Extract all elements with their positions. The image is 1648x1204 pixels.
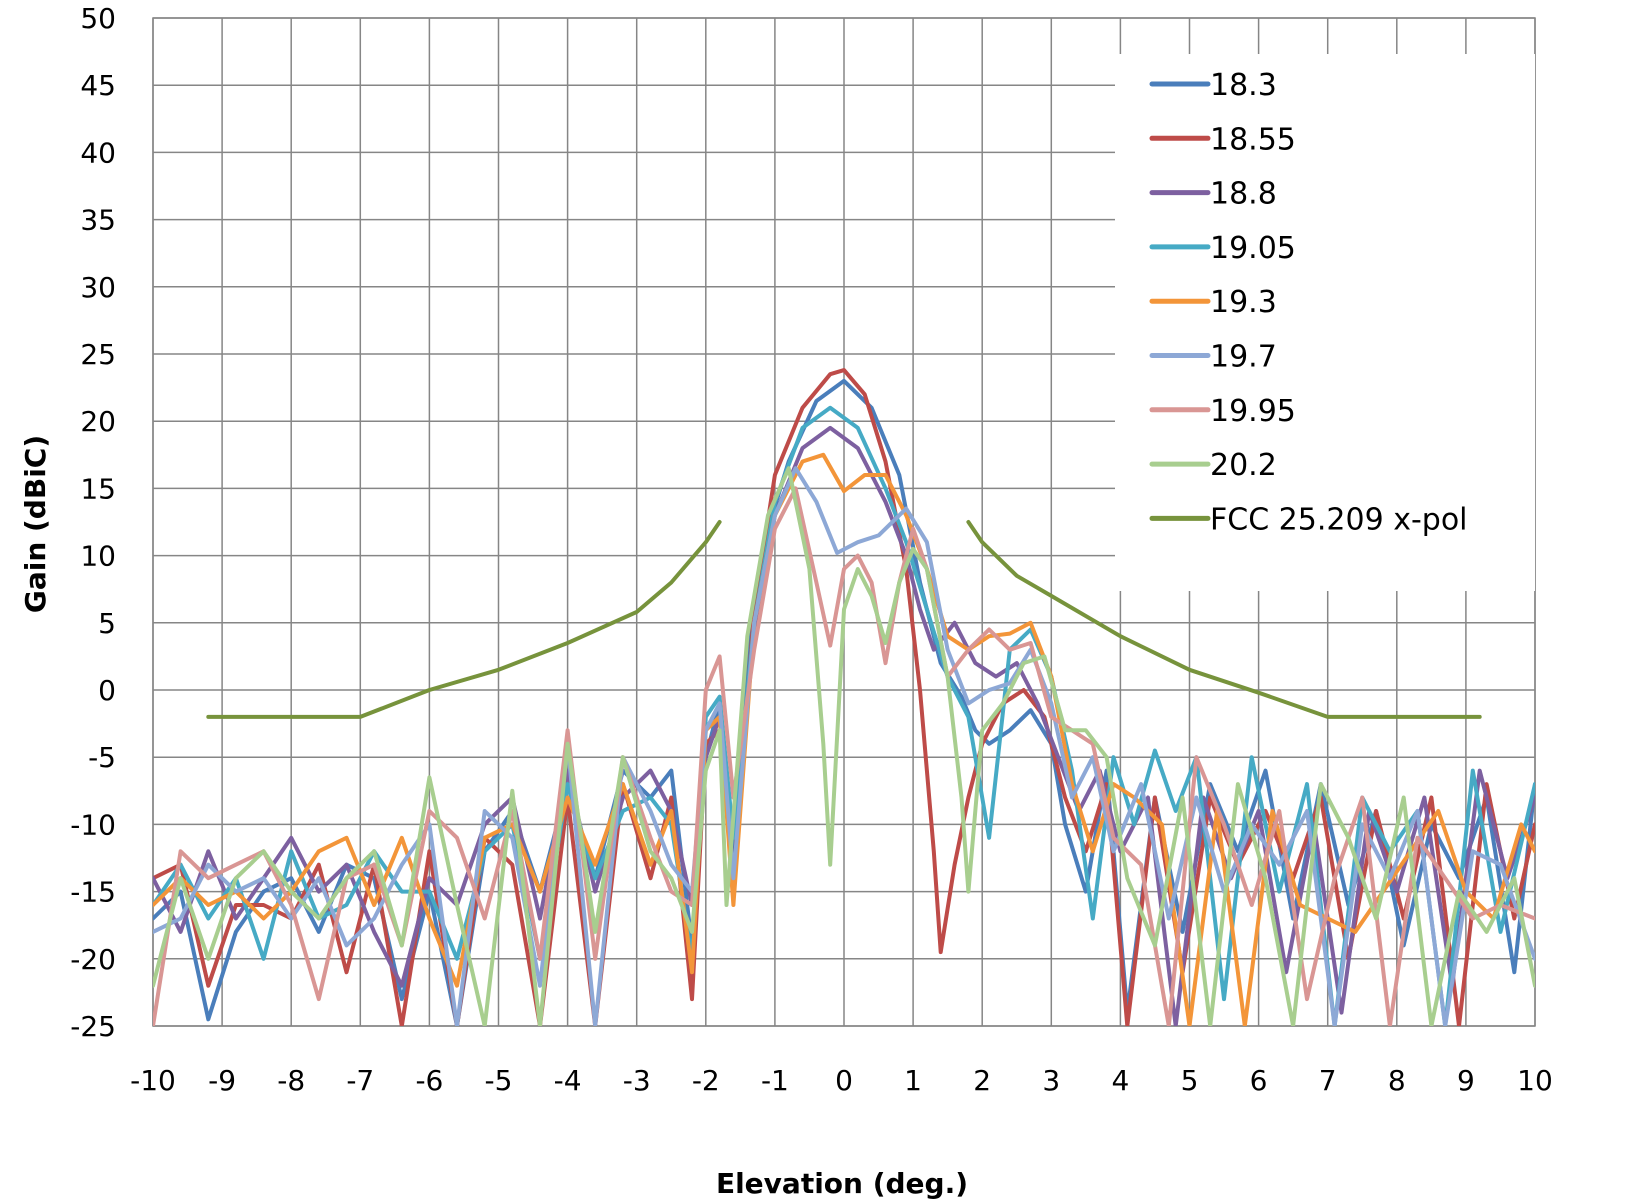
x-tick-label: 9	[1457, 1064, 1475, 1097]
x-tick-label: 0	[835, 1064, 853, 1097]
y-tick-label: 45	[80, 69, 116, 102]
x-tick-label: -6	[415, 1064, 443, 1097]
x-tick-label: 10	[1517, 1064, 1553, 1097]
tick-labels: -10 -9 -8 -7 -6 -5 -4 -3 -2 -1 0 1 2 3 4 5 6 7 8 9 10-25-20-…	[70, 2, 1553, 1097]
legend-label: 18.8	[1210, 177, 1277, 212]
plot-area	[153, 368, 1535, 1026]
y-tick-label: 25	[80, 338, 116, 371]
y-tick-label: -25	[70, 1010, 116, 1043]
x-axis-title: Elevation (deg.)	[716, 1167, 968, 1200]
y-tick-label: -10	[70, 808, 116, 841]
x-tick-label: 7	[1319, 1064, 1337, 1097]
x-tick-label: -10	[130, 1064, 176, 1097]
legend-label: 18.55	[1210, 122, 1296, 157]
y-tick-label: -20	[70, 943, 116, 976]
x-tick-label: -4	[554, 1064, 582, 1097]
x-tick-label: 8	[1388, 1064, 1406, 1097]
x-tick-label: 6	[1250, 1064, 1268, 1097]
x-tick-label: -2	[692, 1064, 720, 1097]
y-tick-label: 15	[80, 472, 116, 505]
x-tick-label: -9	[208, 1064, 236, 1097]
y-tick-label: -5	[88, 741, 116, 774]
series-line-fcc-25-209-x-pol	[206, 520, 1482, 719]
x-tick-label: -1	[761, 1064, 789, 1097]
x-tick-label: -3	[623, 1064, 651, 1097]
legend-label: 20.2	[1210, 448, 1277, 483]
y-tick-label: 20	[80, 405, 116, 438]
x-tick-label: -5	[485, 1064, 513, 1097]
y-tick-label: 10	[80, 540, 116, 573]
legend-label: FCC 25.209 x-pol	[1210, 502, 1468, 537]
x-tick-label: 5	[1181, 1064, 1199, 1097]
y-tick-label: 50	[80, 2, 116, 35]
y-tick-label: 40	[80, 136, 116, 169]
legend-label: 19.3	[1210, 285, 1277, 320]
legend-label: 19.05	[1210, 231, 1296, 266]
series-line-18-8	[153, 425, 1535, 1026]
y-axis-title: Gain (dBiC)	[19, 435, 52, 613]
legend-label: 19.95	[1210, 394, 1296, 429]
legend-label: 19.7	[1210, 340, 1277, 375]
y-tick-label: 30	[80, 271, 116, 304]
x-tick-label: 1	[904, 1064, 922, 1097]
series-line-20-2	[153, 466, 1535, 1026]
y-tick-label: 0	[98, 674, 116, 707]
legend: 18.3 18.55 18.8 19.05 19.3 19.7 19.95 20.2 FCC 2…	[1115, 54, 1535, 591]
x-tick-label: 4	[1111, 1064, 1129, 1097]
x-tick-label: 2	[973, 1064, 991, 1097]
y-tick-label: 5	[98, 607, 116, 640]
series-line-19-95	[153, 486, 1535, 1026]
y-tick-label: -15	[70, 876, 116, 909]
legend-box	[1115, 54, 1535, 591]
series-line-19-7	[153, 466, 1535, 1026]
legend-label: 18.3	[1210, 68, 1277, 103]
y-tick-label: 35	[80, 204, 116, 237]
x-tick-label: -7	[346, 1064, 374, 1097]
x-tick-label: 3	[1042, 1064, 1060, 1097]
x-tick-label: -8	[277, 1064, 305, 1097]
